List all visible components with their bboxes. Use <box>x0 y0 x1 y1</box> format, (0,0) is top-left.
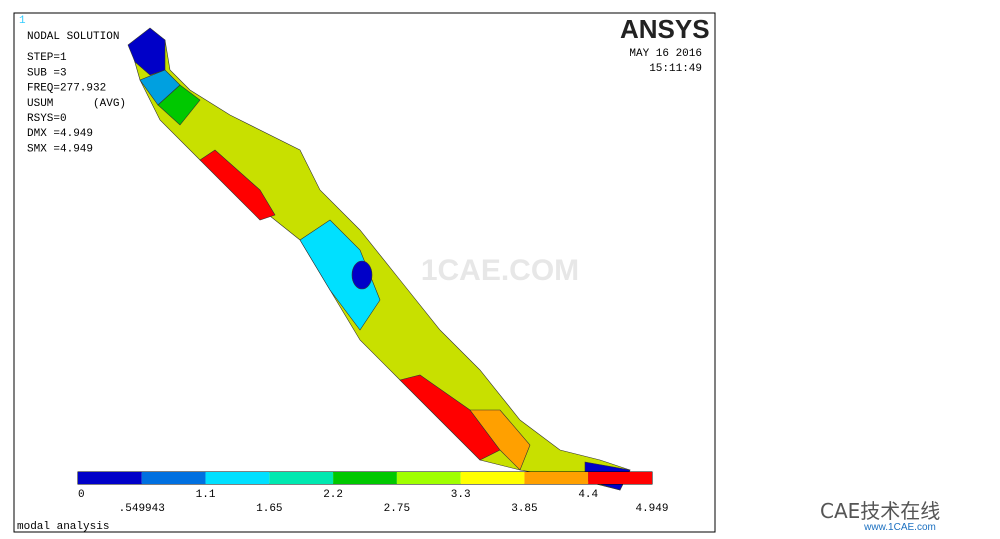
legend-label: 3.3 <box>451 489 471 501</box>
legend-label: 4.4 <box>578 489 598 501</box>
logo: ANSYS <box>620 14 710 44</box>
legend-label: 4.949 <box>635 503 668 515</box>
legend-label: 1.1 <box>196 489 216 501</box>
legend-band <box>269 472 334 484</box>
legend-label: 2.2 <box>323 489 343 501</box>
legend-band <box>141 472 206 484</box>
info-line: NODAL SOLUTION <box>27 31 119 43</box>
legend-band <box>588 472 652 484</box>
legend-band <box>78 472 142 484</box>
info-line: RSYS=0 <box>27 113 67 125</box>
legend-label: .549943 <box>119 503 165 515</box>
legend-band <box>396 472 461 484</box>
brand-name: CAE技术在线 <box>820 499 940 523</box>
legend-label: 1.65 <box>256 503 282 515</box>
beam-model <box>127 27 631 491</box>
legend-label: 3.85 <box>511 503 537 515</box>
brand-url: www.1CAE.com <box>863 522 936 533</box>
info-line: FREQ=277.932 <box>27 83 106 95</box>
info-line: SUB =3 <box>27 67 67 79</box>
legend-label: 0 <box>78 489 85 501</box>
footer-title: modal analysis <box>17 521 109 533</box>
date: MAY 16 2016 <box>629 48 702 60</box>
info-line: DMX =4.949 <box>27 128 93 140</box>
info-line: STEP=1 <box>27 52 67 64</box>
legend-band <box>333 472 397 484</box>
legend-band <box>524 472 589 484</box>
viewport-number: 1 <box>19 15 26 27</box>
info-line: USUM (AVG) <box>27 98 126 110</box>
info-block: NODAL SOLUTION STEP=1 SUB =3 FREQ=277.932 US… <box>27 31 126 155</box>
legend-band <box>205 472 270 484</box>
legend-label: 2.75 <box>384 503 410 515</box>
watermark: 1CAE.COM <box>421 254 579 287</box>
time: 15:11:49 <box>649 63 702 75</box>
legend-band <box>460 472 525 484</box>
legend: 0 1.1 2.2 3.3 4.4 .549943 1.65 2.75 3.85 4.949 <box>78 472 669 515</box>
info-line: SMX =4.949 <box>27 143 93 155</box>
